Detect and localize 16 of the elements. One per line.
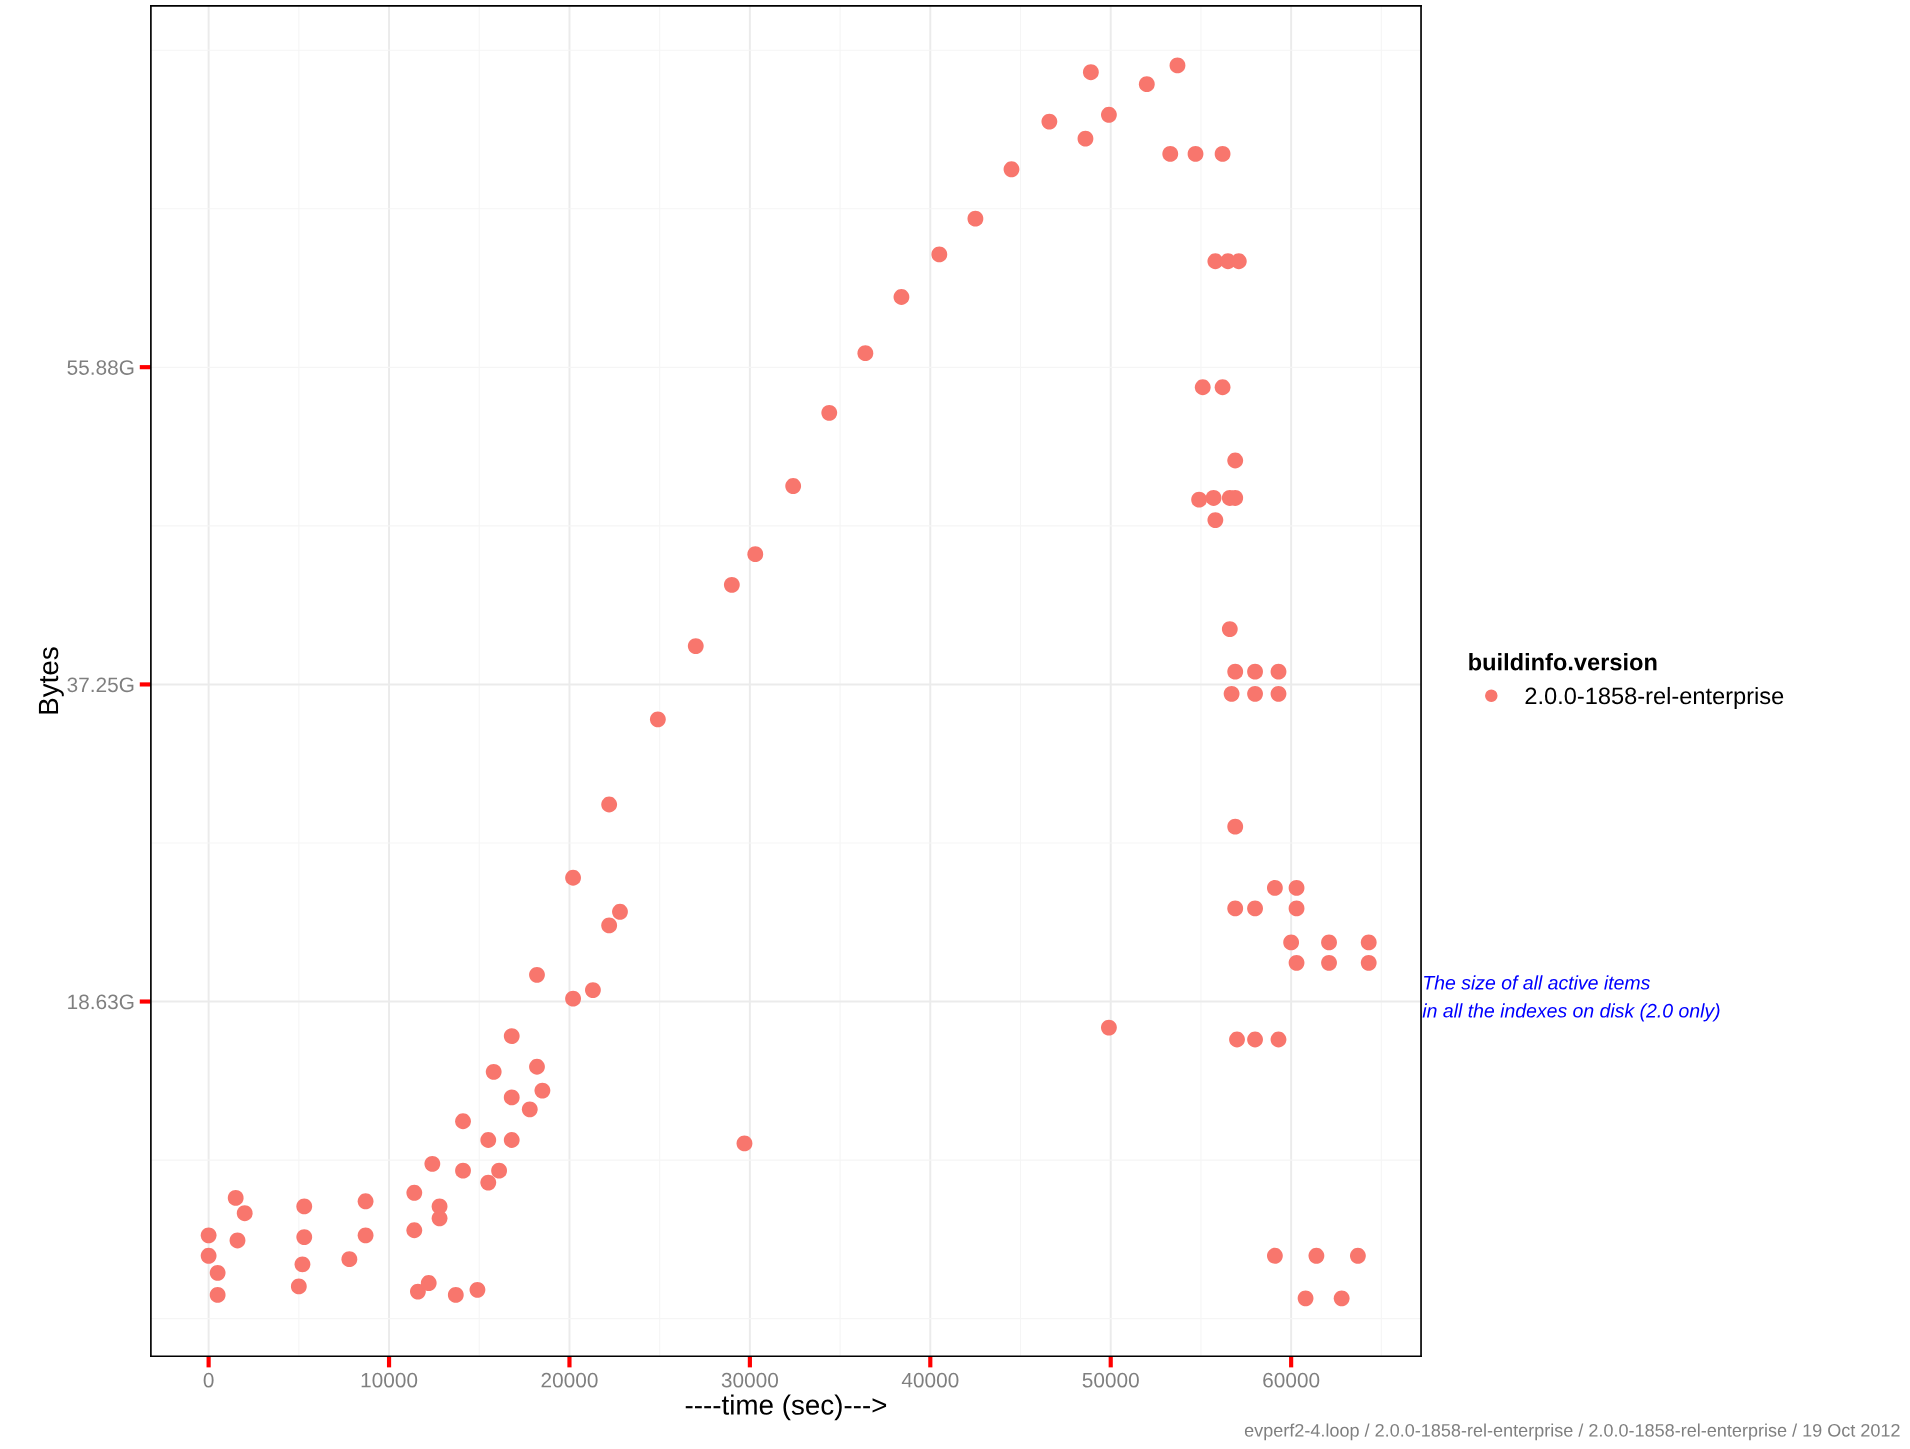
x-tick-label: 20000 [541, 1372, 598, 1388]
x-axis-title: ----time (sec)---> [685, 1394, 887, 1421]
y-tick-label: 18.63G [68, 994, 134, 1010]
y-tick-label: 37.25G [67, 677, 134, 693]
y-tick-label: 55.88G [67, 360, 134, 375]
x-tick-label: 60000 [1263, 1372, 1320, 1388]
x-tick-label: 50000 [1082, 1372, 1139, 1388]
text: The size of all active items in all the indexes on disk (2.0 only) [1422, 975, 1720, 1022]
x-tick-label: 10000 [361, 1372, 418, 1388]
legend-title: buildinfo.version [1469, 653, 1657, 671]
text: evperf2-4.loop / 2.0.0-1858-rel-enterprise / 2.0.0-1858-rel-enterprise / 19 Oct 2012 [1244, 1423, 1900, 1441]
legend-label: 2.0.0-1858-rel-enterprise [1525, 686, 1784, 709]
y-axis-title: Bytes [38, 647, 64, 714]
x-tick-label: 40000 [901, 1372, 959, 1388]
x-tick-label: 0 [203, 1372, 214, 1388]
x-tick-label: 30000 [721, 1372, 779, 1388]
